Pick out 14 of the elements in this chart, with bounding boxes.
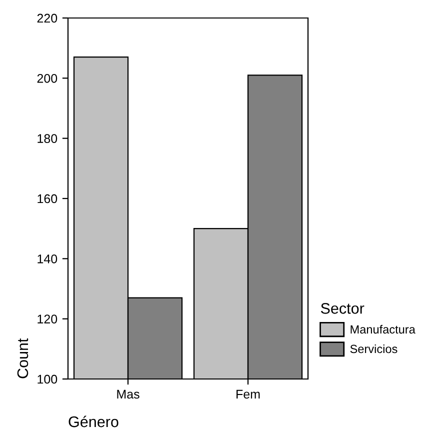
y-tick-label: 200 <box>37 74 58 83</box>
legend-title: Sector <box>320 302 364 314</box>
y-tick-label: 180 <box>38 134 58 143</box>
y-tick-label: 100 <box>38 374 58 384</box>
x-tick-label: Fem <box>236 390 260 399</box>
legend-label: Manufactura <box>350 324 416 334</box>
y-tick-label: 120 <box>38 314 58 324</box>
y-tick-label: 160 <box>38 194 58 204</box>
y-tick-label: 140 <box>38 254 58 264</box>
legend-label: Servicios <box>350 344 398 354</box>
y-axis-title: Count <box>17 338 28 378</box>
x-axis-title: Género <box>68 416 118 428</box>
x-tick-label: Mas <box>117 390 140 399</box>
y-tick-label: 220 <box>37 14 58 23</box>
